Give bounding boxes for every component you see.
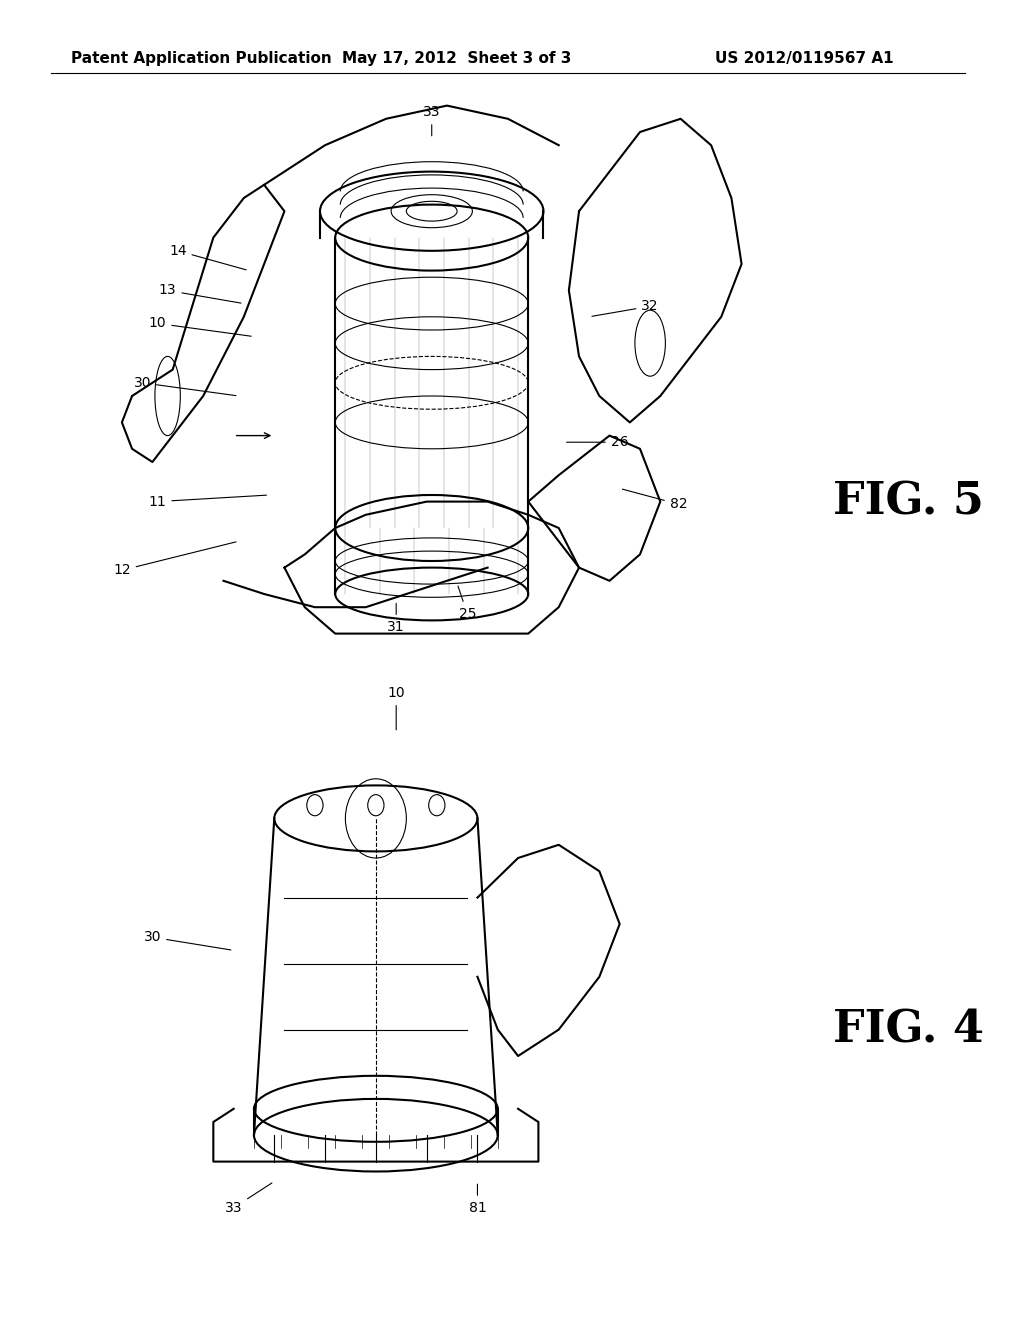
Text: 30: 30: [143, 931, 230, 950]
Text: 26: 26: [566, 436, 629, 449]
Text: 81: 81: [469, 1184, 486, 1214]
Text: Patent Application Publication: Patent Application Publication: [71, 50, 332, 66]
Text: FIG. 4: FIG. 4: [833, 1008, 984, 1051]
Text: 32: 32: [592, 300, 658, 317]
Text: 11: 11: [148, 495, 266, 508]
Text: 30: 30: [133, 376, 236, 396]
Text: US 2012/0119567 A1: US 2012/0119567 A1: [716, 50, 894, 66]
Text: 13: 13: [159, 284, 241, 304]
Text: 12: 12: [113, 543, 236, 577]
Text: 10: 10: [148, 317, 251, 337]
Text: 33: 33: [423, 106, 440, 136]
Text: May 17, 2012  Sheet 3 of 3: May 17, 2012 Sheet 3 of 3: [342, 50, 571, 66]
Text: 10: 10: [387, 686, 406, 730]
Text: 25: 25: [458, 586, 476, 620]
Text: 33: 33: [225, 1183, 272, 1214]
Text: FIG. 5: FIG. 5: [833, 480, 984, 523]
Text: 82: 82: [623, 490, 687, 511]
Text: 31: 31: [387, 603, 406, 634]
Text: 14: 14: [169, 244, 246, 269]
